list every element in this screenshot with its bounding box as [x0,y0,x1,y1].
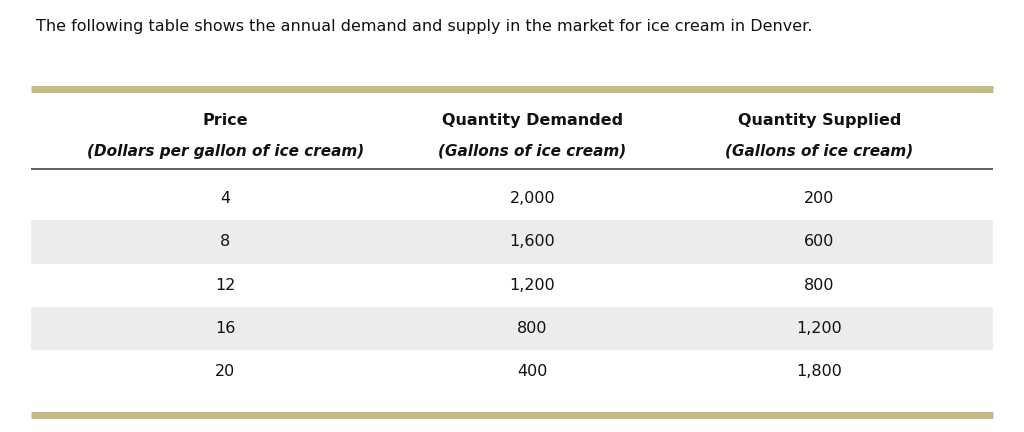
Text: (Gallons of ice cream): (Gallons of ice cream) [725,144,913,159]
Text: 600: 600 [804,235,835,249]
Text: 1,200: 1,200 [797,321,842,336]
Text: 16: 16 [215,321,236,336]
Text: 8: 8 [220,235,230,249]
Text: 1,600: 1,600 [510,235,555,249]
Text: 1,200: 1,200 [510,278,555,292]
Bar [31,220,993,264]
Text: 1,800: 1,800 [797,364,842,379]
Text: Quantity Supplied: Quantity Supplied [737,114,901,128]
Text: 400: 400 [517,364,548,379]
Text: 200: 200 [804,191,835,206]
Text: 800: 800 [804,278,835,292]
Text: 800: 800 [517,321,548,336]
Text: 12: 12 [215,278,236,292]
Text: 20: 20 [215,364,236,379]
Text: 2,000: 2,000 [510,191,555,206]
Text: The following table shows the annual demand and supply in the market for ice cre: The following table shows the annual dem… [36,19,812,35]
Text: Quantity Demanded: Quantity Demanded [442,114,623,128]
Text: 4: 4 [220,191,230,206]
Text: (Gallons of ice cream): (Gallons of ice cream) [438,144,627,159]
Bar [31,307,993,350]
Text: Price: Price [203,114,248,128]
Text: (Dollars per gallon of ice cream): (Dollars per gallon of ice cream) [87,144,364,159]
